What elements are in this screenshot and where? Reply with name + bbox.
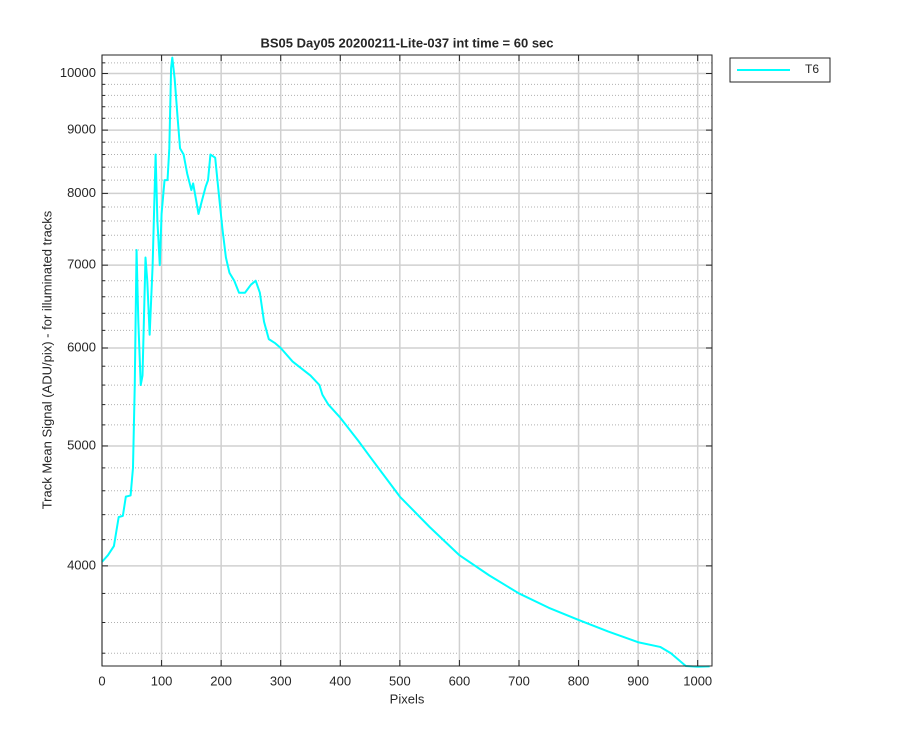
series-line [101, 56, 710, 668]
legend: T6 [737, 62, 819, 76]
x-tick-label: 900 [627, 673, 649, 688]
x-tick-label: 700 [508, 673, 530, 688]
y-tick-label: 5000 [67, 437, 96, 452]
legend-label: T6 [805, 62, 819, 76]
y-tick-label: 9000 [67, 122, 96, 137]
y-tick-label: 6000 [67, 339, 96, 354]
y-axis-label: Track Mean Signal (ADU/pix) - for illumi… [39, 210, 54, 509]
x-tick-label: 0 [98, 673, 105, 688]
ticks: 4000 5000 6000 7000 8000 9000 10000 0 100 200 300 4… [60, 55, 712, 688]
x-tick-label: 800 [568, 673, 590, 688]
y-tick-label: 7000 [67, 257, 96, 272]
x-tick-label: 1000 [683, 673, 712, 688]
x-tick-label: 600 [449, 673, 471, 688]
y-tick-label: 10000 [60, 65, 96, 80]
x-tick-label: 200 [210, 673, 232, 688]
lines [101, 56, 710, 668]
chart-title: BS05 Day05 20200211-Lite-037 int time = … [260, 35, 553, 50]
x-axis-label: Pixels [390, 691, 425, 706]
x-tick-label: 400 [329, 673, 351, 688]
x-tick-label: 300 [270, 673, 292, 688]
x-tick-label: 500 [389, 673, 411, 688]
x-tick-label: 100 [151, 673, 173, 688]
plot-area [102, 55, 712, 666]
y-tick-label: 8000 [67, 185, 96, 200]
axes-box [101, 54, 713, 667]
y-tick-label: 4000 [67, 557, 96, 572]
